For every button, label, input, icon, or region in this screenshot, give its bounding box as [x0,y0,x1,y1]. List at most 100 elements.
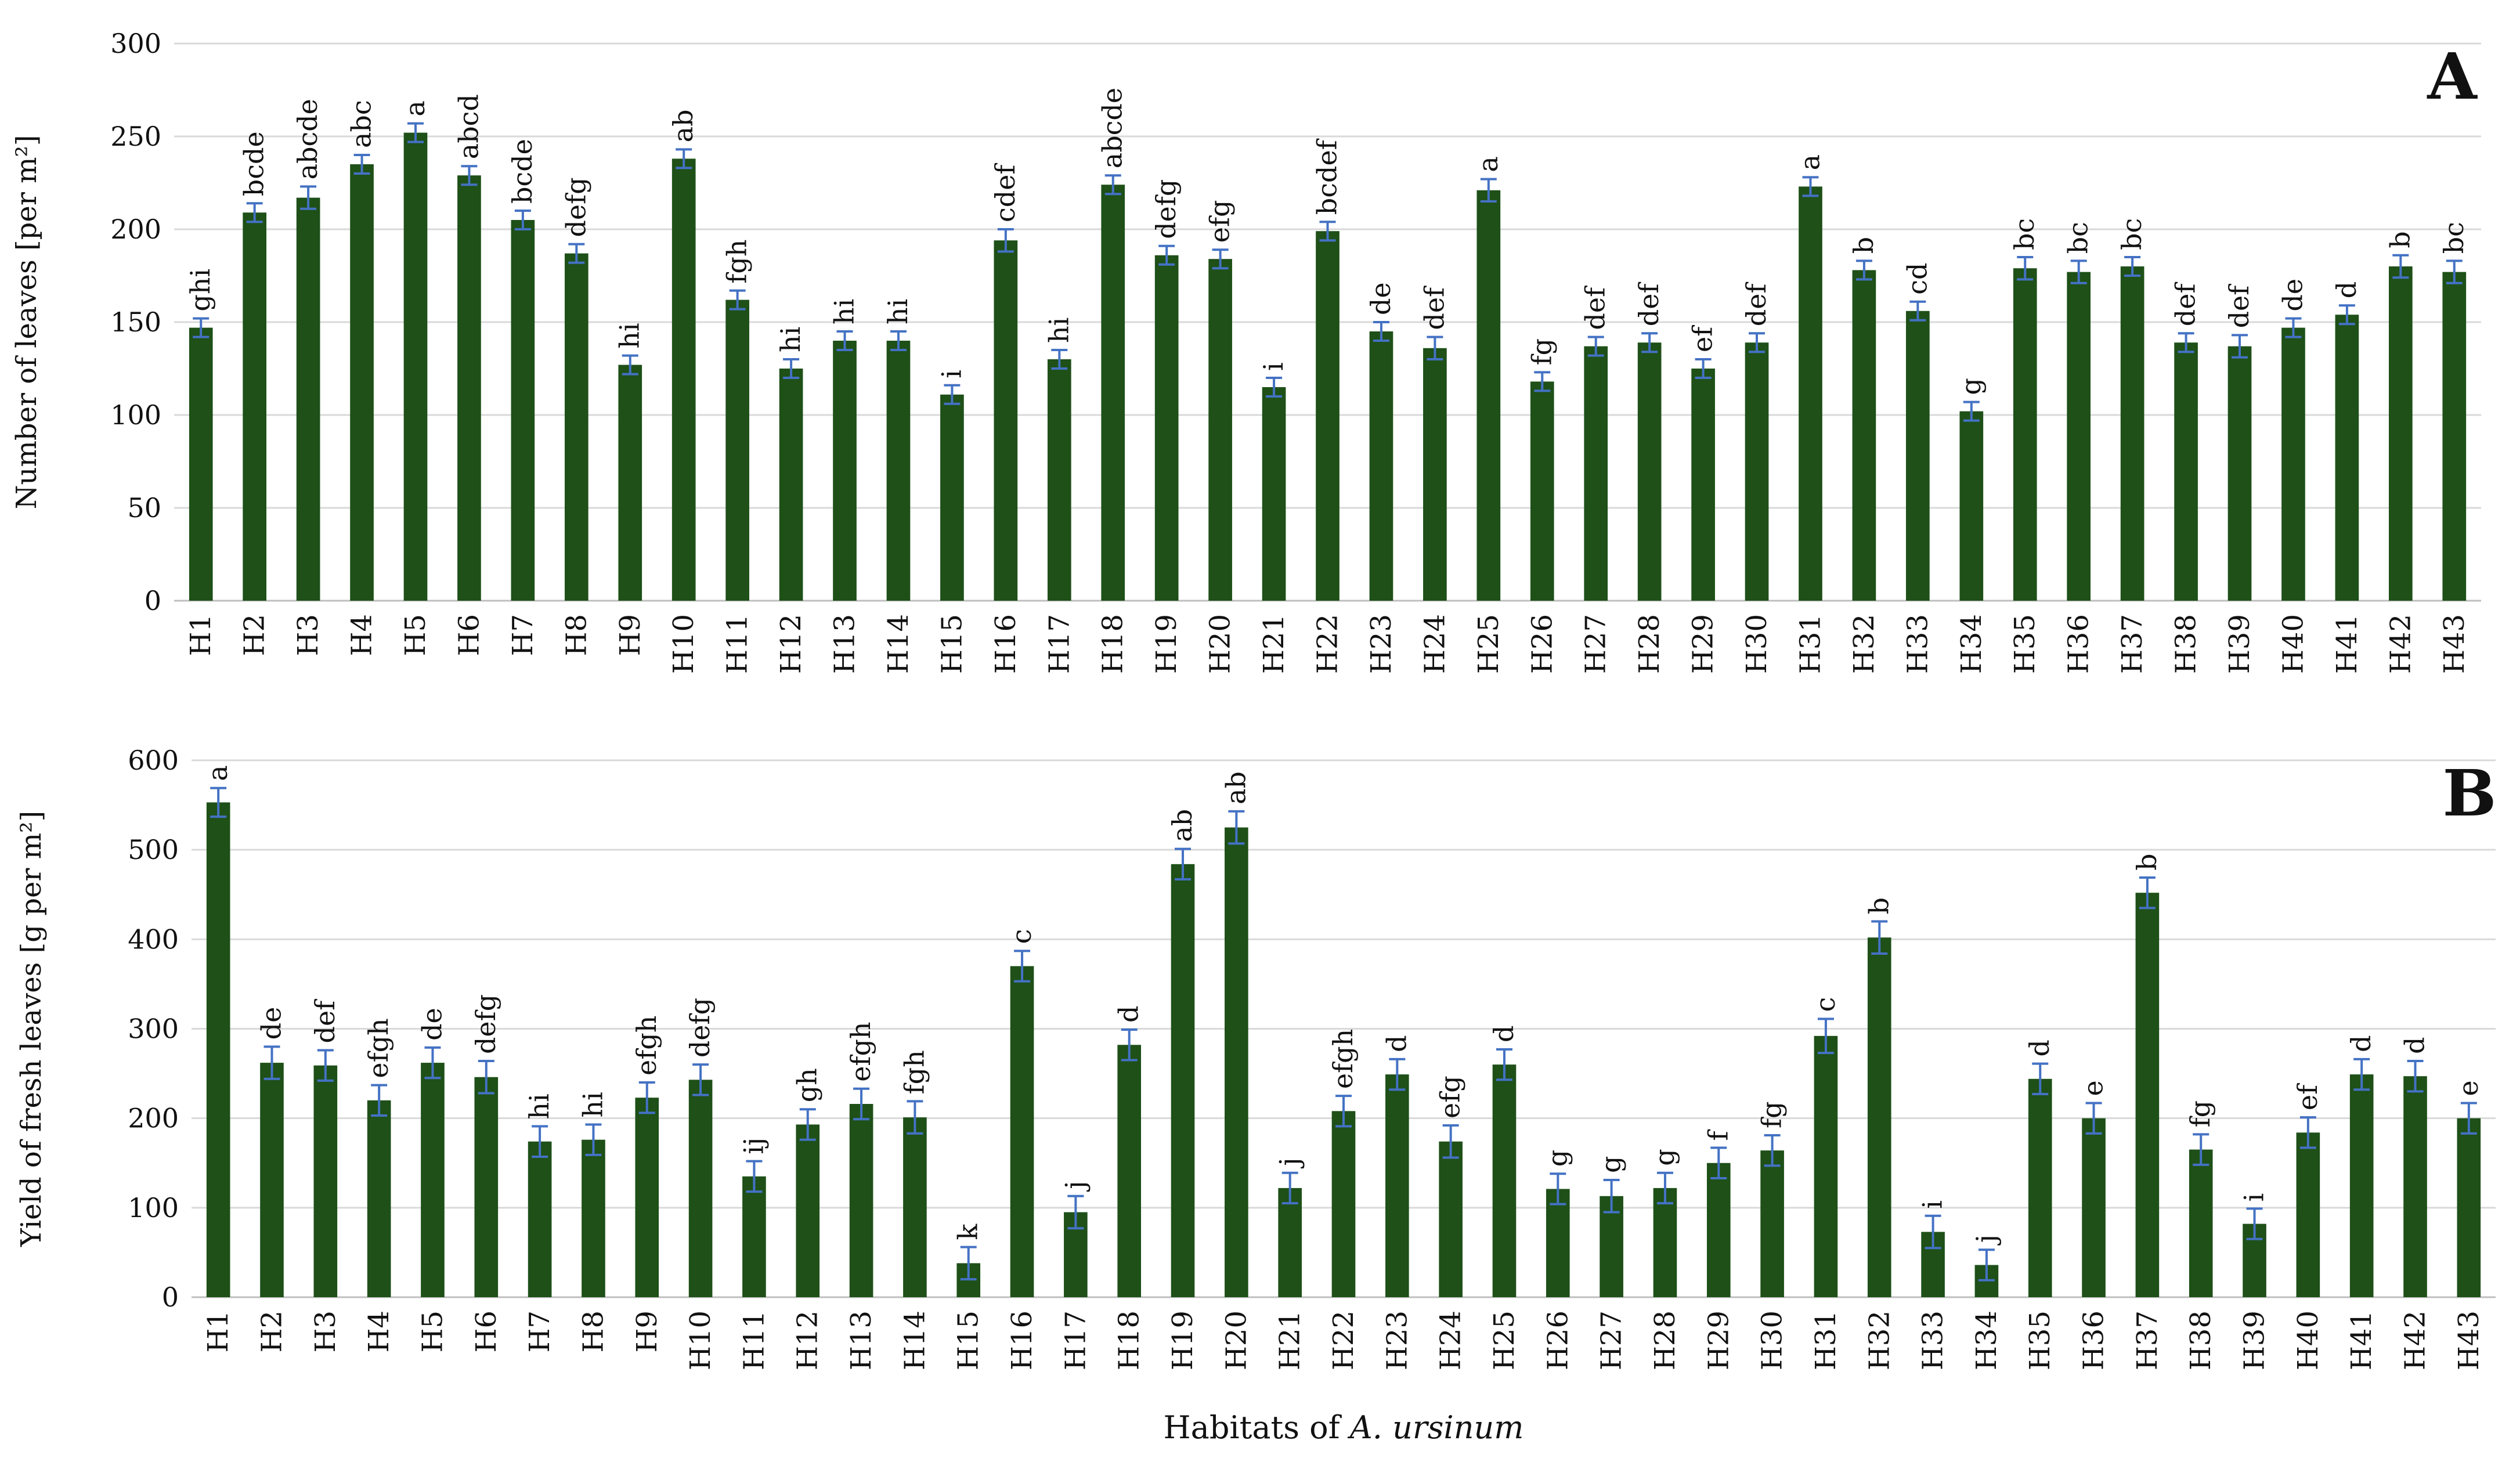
significance-letter: de [1365,282,1396,315]
x-tick-label: H2 [239,614,271,656]
significance-letter: abcde [1097,88,1128,168]
bar-h8 [582,1139,605,1297]
bar-h28 [1653,1188,1677,1297]
significance-letter: efgh [631,1016,662,1075]
significance-letter: fg [2185,1100,2216,1127]
x-tick-label: H8 [560,614,593,656]
bar-h23 [1385,1074,1409,1297]
significance-letter: fg [1526,338,1557,365]
x-tick-label: H5 [416,1311,449,1352]
bar-h12 [779,369,803,601]
bar-h37 [2120,266,2144,601]
x-tick-label: H21 [1258,614,1290,674]
bar-h38 [2189,1149,2213,1297]
significance-letter: j [1059,1181,1091,1192]
significance-letter: c [1810,997,1841,1012]
x-tick-label: H18 [1097,614,1129,674]
x-tick-label: H9 [614,614,647,656]
significance-letter: abcd [453,94,484,159]
bar-h43 [2457,1118,2481,1297]
bar-h31 [1814,1035,1838,1297]
x-tick-label: H39 [2239,1311,2271,1370]
significance-letter: a [202,765,233,781]
significance-letter: bcde [507,139,538,204]
bar-h23 [1369,331,1393,601]
x-tick-label: H20 [1220,1311,1252,1370]
significance-letter: efg [1204,200,1236,243]
bar-h30 [1760,1150,1784,1297]
significance-letter: efgh [1327,1029,1359,1089]
bar-h26 [1530,381,1554,601]
bar-h29 [1691,369,1715,601]
x-tick-label: H27 [1595,1311,1628,1370]
x-tick-label: H34 [1955,614,1988,674]
x-tick-label: H24 [1435,1311,1467,1370]
bar-h39 [2227,346,2252,601]
x-tick-label: H23 [1381,1311,1413,1370]
bar-h14 [886,341,911,601]
chart-panel-a: 0 50 100 150 200 250 300 Number of leaves [per … [10,28,2481,674]
significance-letter: fg [1756,1101,1788,1128]
x-tick-label: H13 [829,614,861,674]
bar-h33 [1906,311,1930,601]
bar-h10 [688,1080,713,1297]
x-axis-label: Habitats of A. ursinum [1164,1409,1524,1446]
bar-h42 [2403,1076,2427,1297]
significance-letter: d [1488,1026,1519,1042]
x-tick-label: H10 [684,1311,717,1370]
y-tick-label: 150 [110,306,161,338]
x-tick-label: H24 [1418,614,1451,674]
significance-letter: hi [775,327,806,352]
x-tick-label: H29 [1687,614,1720,674]
chart-panel-b: 0 100 200 300 400 500 600 Yield of fresh leaves… [15,745,2496,1446]
significance-letter: cdef [990,163,1021,222]
bar-h26 [1546,1189,1570,1297]
y-axis-label: Yield of fresh leaves [g per m²] [15,811,48,1247]
x-tick-label: H33 [1901,614,1934,674]
significance-letter: def [1580,286,1611,330]
x-tick-label: H27 [1580,614,1612,674]
x-tick-label: H1 [185,614,217,656]
x-tick-label: H26 [1541,1311,1574,1370]
significance-letter: k [952,1223,984,1240]
x-tick-label: H43 [2438,614,2471,674]
x-tick-label: H11 [721,614,754,674]
y-tick-label: 100 [128,1192,179,1223]
significance-letter: d [2024,1040,2055,1056]
x-tick-label: H25 [1488,1311,1521,1370]
significance-letter: def [309,999,341,1044]
bar-h34 [1959,411,1984,601]
y-tick-label: 600 [128,745,179,776]
significance-letter: d [2331,281,2362,298]
x-tick-label: H35 [2009,614,2041,674]
bar-h37 [2135,893,2160,1297]
significance-letter: f [1702,1129,1734,1141]
x-tick-label: H40 [2292,1311,2324,1370]
bar-h13 [833,341,857,601]
significance-letter: hi [524,1093,555,1119]
significance-letter: ef [2292,1083,2323,1110]
x-tick-label: H42 [2384,614,2417,674]
bar-h9 [618,364,642,601]
significance-letter: def [1741,282,1772,327]
significance-letter: def [1633,282,1665,327]
x-tick-label: H10 [667,614,700,674]
bar-h11 [725,299,749,601]
significance-letter: i [2239,1193,2270,1202]
bar-h41 [2349,1074,2374,1297]
bar-h7 [511,220,535,601]
x-tick-label: H2 [255,1311,288,1352]
bar-h12 [796,1124,820,1297]
bar-h31 [1799,186,1822,601]
significance-letter: def [2223,284,2255,329]
bar-h1 [206,802,230,1297]
bar-h27 [1584,346,1608,601]
significance-letter: a [1472,156,1504,172]
y-tick-label: 50 [127,492,161,524]
significance-letter: gh [792,1068,823,1102]
x-tick-label: H36 [2063,614,2095,674]
bar-h40 [2296,1132,2320,1297]
x-tick-label: H4 [346,614,378,656]
significance-letter: bc [2116,218,2147,250]
